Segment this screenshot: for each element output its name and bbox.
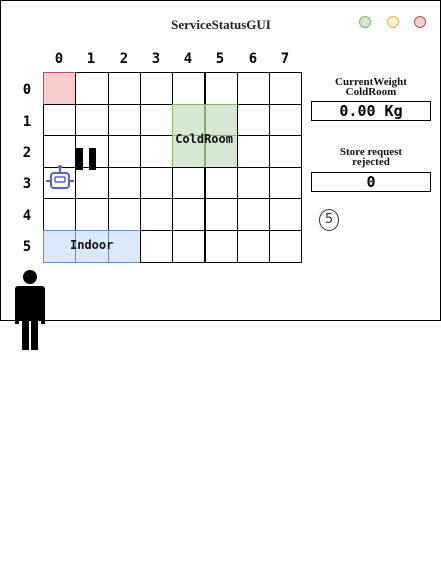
count-badge: 5 (319, 209, 339, 231)
grid-cell (204, 230, 238, 263)
grid-cell (107, 72, 141, 105)
grid-cell (204, 72, 238, 105)
window-yellow-button[interactable] (387, 16, 399, 28)
coldroom-label: ColdRoom (175, 131, 233, 146)
rejected-label-line1: Store request (339, 146, 403, 158)
column-label-0: 0 (54, 51, 64, 67)
grid-cell (172, 72, 206, 105)
window-title: ServiceStatusGUI (171, 17, 271, 32)
row-label-2: 2 (22, 145, 32, 161)
home-cell (43, 72, 77, 105)
grid-cell (75, 72, 109, 105)
rejected-label-line2: rejected (352, 156, 390, 168)
person-icon (15, 270, 45, 350)
grid-cell (236, 166, 271, 200)
indoor-label: Indoor (70, 238, 114, 252)
warehouse-grid: ColdRoom Indoor (43, 72, 303, 263)
column-label-6: 6 (248, 51, 258, 67)
grid-cell (172, 166, 206, 200)
grid-cell (269, 72, 303, 105)
grid-cell (43, 198, 77, 231)
column-label-3: 3 (151, 51, 161, 67)
column-label-2: 2 (119, 51, 129, 67)
grid-cell (139, 135, 174, 168)
grid-cell (139, 72, 174, 105)
column-label-5: 5 (215, 51, 225, 67)
window-green-button[interactable] (359, 16, 371, 28)
grid-cell (236, 72, 271, 105)
grid-cell (75, 198, 109, 231)
window-red-button[interactable] (414, 16, 426, 28)
grid-cell (75, 103, 109, 137)
pause-icon (76, 148, 97, 171)
column-label-4: 4 (183, 51, 193, 67)
row-label-3: 3 (22, 176, 32, 192)
indoor-cell (75, 230, 109, 263)
grid-cell (139, 103, 174, 137)
grid-cell (107, 166, 141, 200)
indoor-cell (43, 230, 77, 263)
grid-cell (172, 230, 206, 263)
grid-cell (107, 198, 141, 231)
column-label-1: 1 (86, 51, 96, 67)
weight-label-line1: CurrentWeight (335, 76, 407, 88)
grid-cell (236, 135, 271, 168)
grid-cell (43, 103, 77, 137)
row-label-0: 0 (22, 82, 32, 98)
grid-cell (139, 198, 174, 231)
row-label-4: 4 (22, 208, 32, 224)
weight-label-line2: ColdRoom (345, 86, 397, 98)
column-label-7: 7 (280, 51, 290, 67)
coldroom-cell (204, 103, 238, 137)
grid-cell (172, 198, 206, 231)
grid-cell (204, 198, 238, 231)
grid-cell (204, 166, 238, 200)
grid-cell (269, 166, 303, 200)
grid-cell (269, 198, 303, 231)
app-window: ServiceStatusGUI 0 1 2 3 4 5 6 7 0 1 2 3… (0, 0, 441, 321)
grid-cell (107, 103, 141, 137)
row-label-5: 5 (22, 239, 32, 255)
grid-cell (107, 135, 141, 168)
grid-cell (269, 135, 303, 168)
rejected-value-field: 0 (311, 172, 431, 192)
grid-cell (139, 166, 174, 200)
weight-value-field: 0.00 Kg (311, 101, 431, 121)
row-label-1: 1 (22, 114, 32, 130)
grid-cell (269, 103, 303, 137)
grid-cell (139, 230, 174, 263)
grid-cell (236, 103, 271, 137)
grid-cell (269, 230, 303, 263)
grid-cell (236, 198, 271, 231)
robot-icon[interactable] (45, 164, 75, 192)
coldroom-cell (172, 103, 206, 137)
grid-cell (236, 230, 271, 263)
